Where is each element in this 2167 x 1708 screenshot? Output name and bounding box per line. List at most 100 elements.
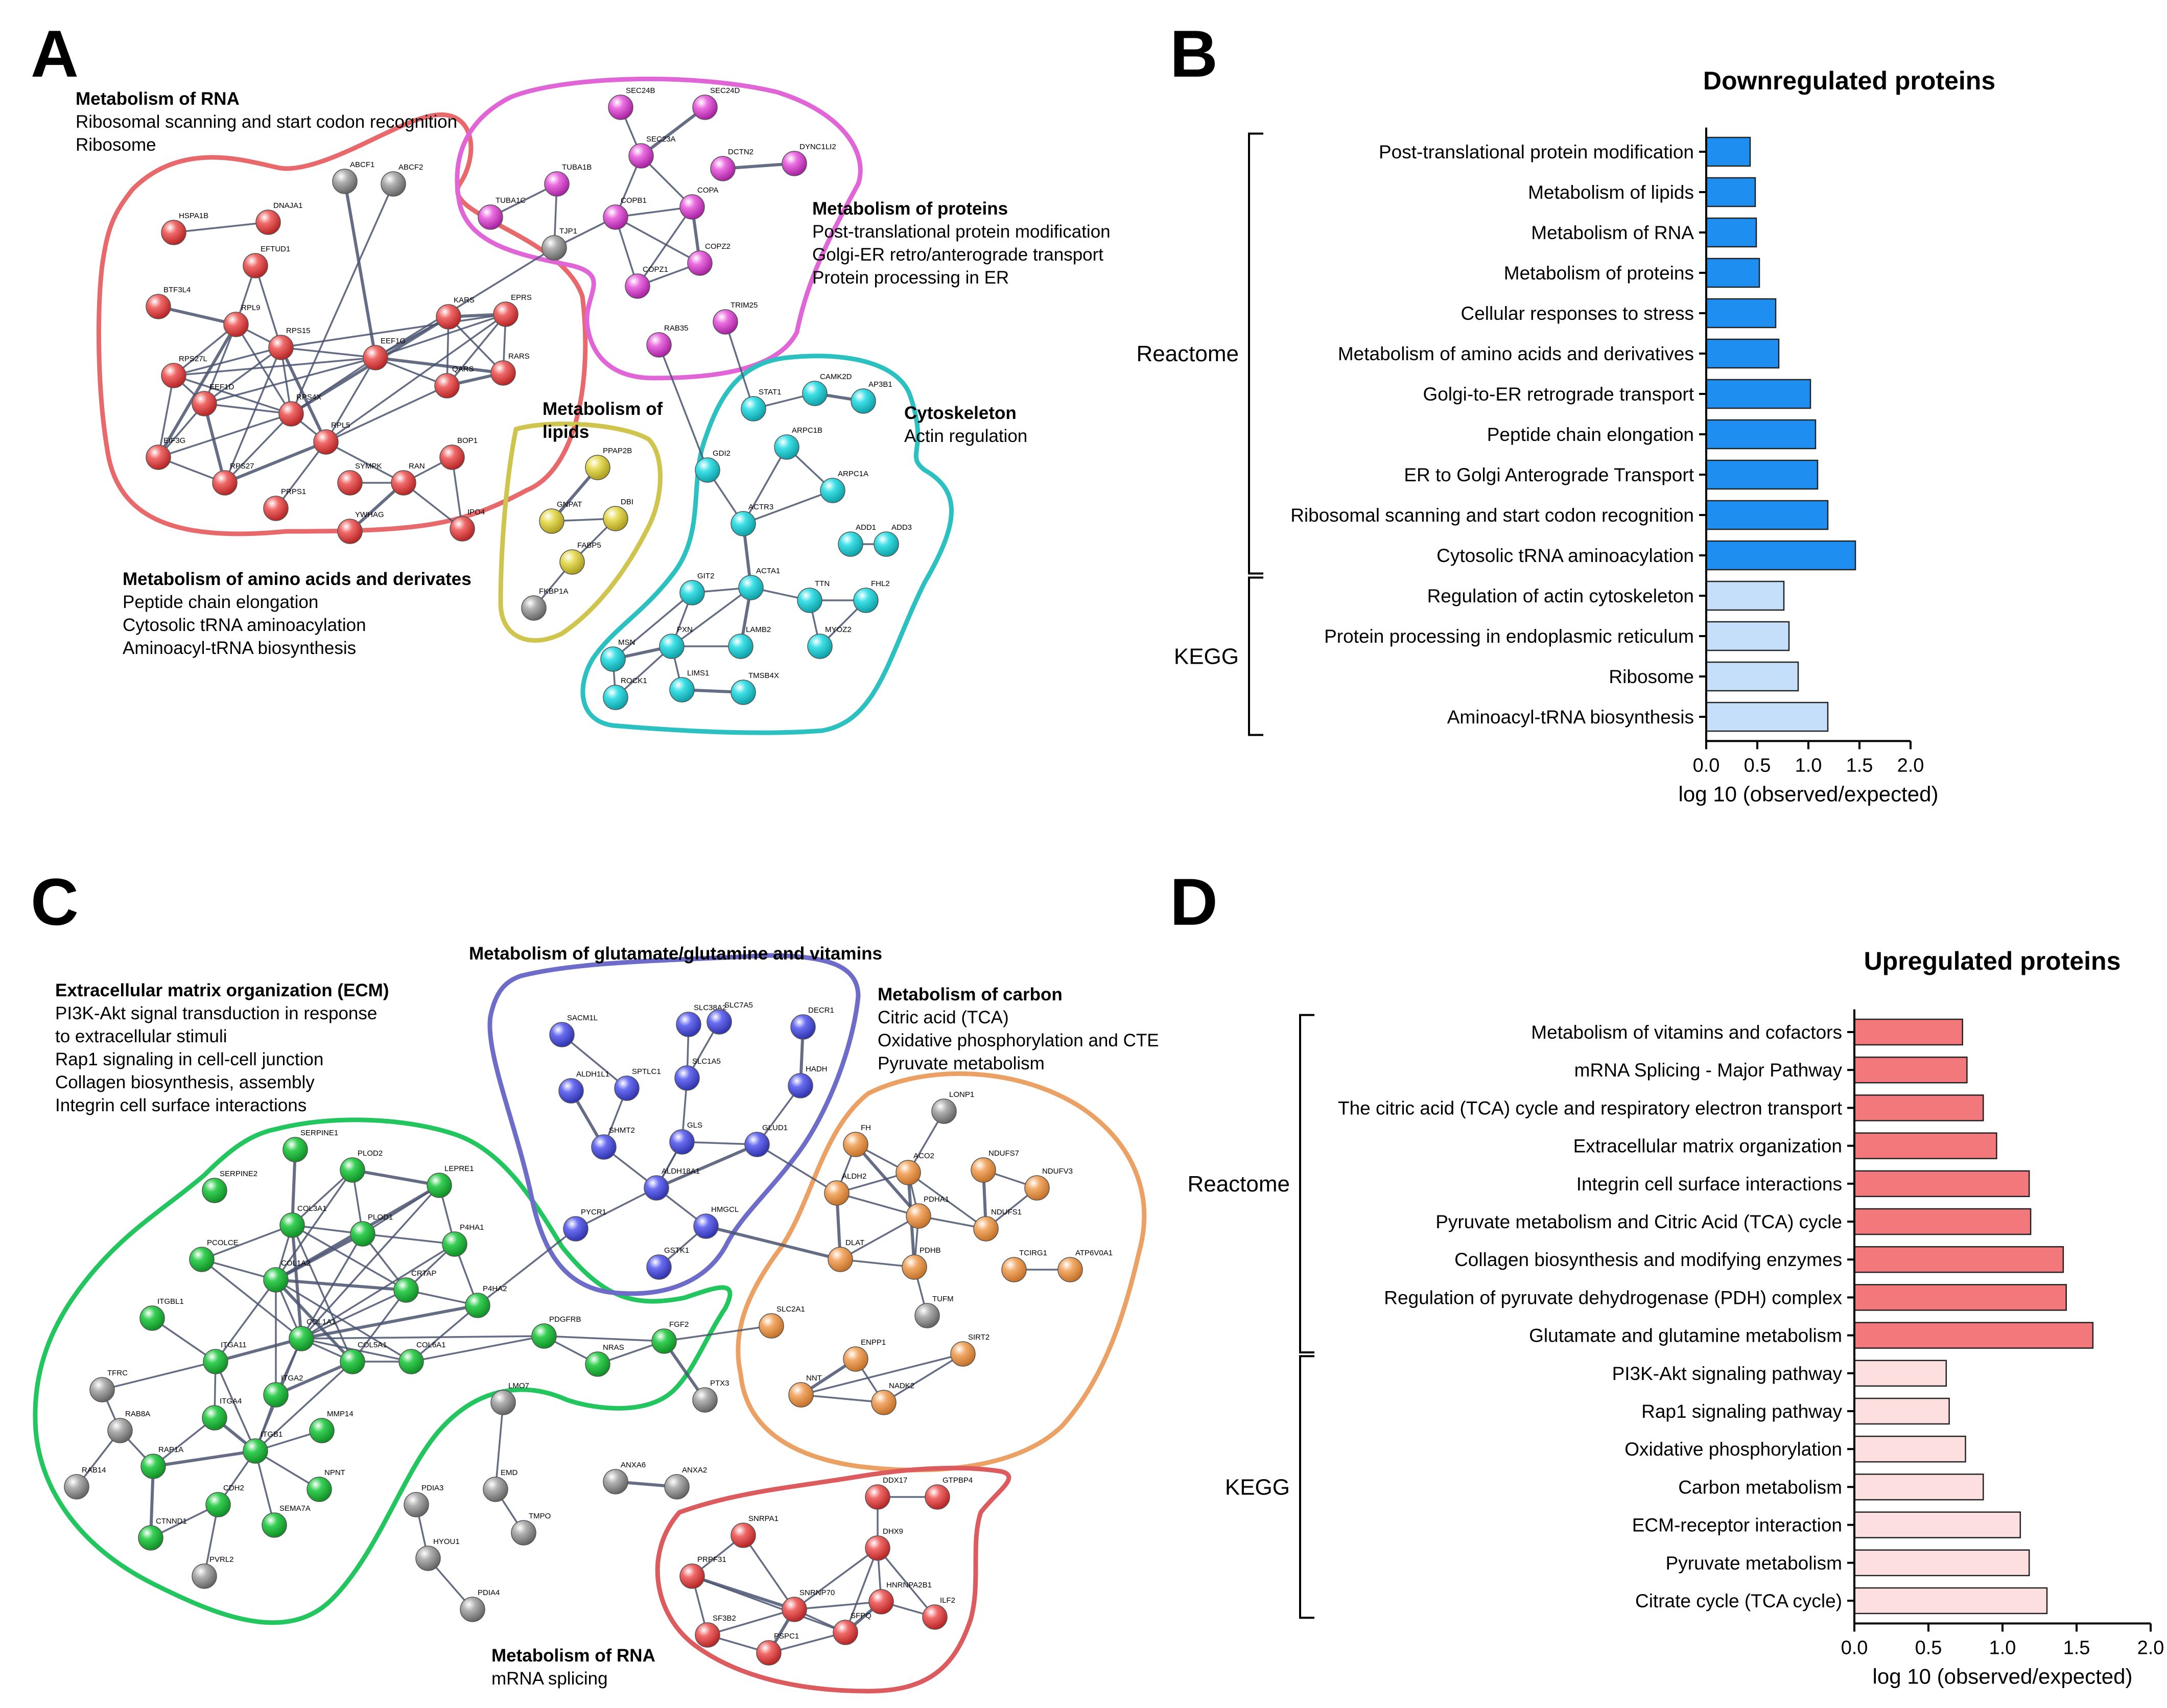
network-edge xyxy=(477,1228,577,1306)
node-label: SEMA7A xyxy=(279,1504,311,1513)
network-edge xyxy=(301,1289,407,1340)
node-label: ITGA4 xyxy=(220,1397,242,1406)
category-label: mRNA Splicing - Major Pathway xyxy=(1574,1060,1843,1081)
cluster-outline-proteins xyxy=(455,77,863,381)
category-label: Regulation of pyruvate dehydrogenase (PD… xyxy=(1384,1287,1842,1308)
node-label: TMPO xyxy=(529,1512,551,1520)
node-label: ACTR3 xyxy=(748,503,773,511)
node-label: P4HA2 xyxy=(483,1284,507,1293)
node-circle xyxy=(262,1512,287,1538)
cluster-c-ecm-title: Extracellular matrix organization (ECM) xyxy=(55,980,389,1000)
node-label: TUBA1B xyxy=(562,163,592,172)
network-node: COPZ2 xyxy=(687,242,731,276)
network-edge xyxy=(280,346,376,359)
network-node: PSPC1 xyxy=(756,1632,799,1666)
network-node: YWHAG xyxy=(337,510,384,544)
node-label: TJP1 xyxy=(559,227,577,236)
node-circle xyxy=(659,634,685,659)
node-label: SEC23A xyxy=(646,135,676,144)
node-circle xyxy=(189,1247,215,1272)
node-circle xyxy=(625,273,650,299)
node-label: RPS27L xyxy=(179,355,207,363)
node-label: NDUFV3 xyxy=(1042,1167,1073,1176)
network-node: RAB8A xyxy=(107,1410,150,1443)
bar xyxy=(1705,177,1756,207)
node-label: GSTK1 xyxy=(664,1246,689,1255)
node-circle xyxy=(282,1137,308,1162)
node-label: ATP6V0A1 xyxy=(1075,1249,1113,1257)
network-node: LEPRE1 xyxy=(427,1164,474,1198)
bar xyxy=(1853,1322,2094,1349)
network-edge xyxy=(325,385,447,443)
network-node: TUBA1C xyxy=(478,196,526,230)
bar xyxy=(1705,298,1777,329)
panel-letter-d: D xyxy=(1170,864,1218,939)
network-node: SLC7A5 xyxy=(706,1001,753,1035)
network-edge xyxy=(375,313,506,359)
network-node: SHMT2 xyxy=(591,1126,635,1160)
network-node: HNRNPA2B1 xyxy=(868,1581,932,1615)
network-node: COL1A1 xyxy=(289,1318,336,1351)
node-label: COL3A1 xyxy=(297,1204,327,1213)
network-node: RAN xyxy=(391,462,425,496)
network-edge xyxy=(254,1361,354,1452)
node-circle xyxy=(289,1326,314,1351)
network-node: ILF2 xyxy=(922,1596,955,1630)
network-node: PLOD1 xyxy=(350,1213,393,1247)
node-circle xyxy=(434,373,460,399)
category-label: ER to Golgi Anterograde Transport xyxy=(1404,464,1694,485)
node-label: YWHAG xyxy=(355,510,384,519)
node-label: PXN xyxy=(677,625,693,634)
node-label: LEPRE1 xyxy=(444,1164,474,1173)
network-node: ATP6V0A1 xyxy=(1057,1249,1113,1282)
network-edge xyxy=(201,1258,302,1340)
node-circle xyxy=(664,1474,690,1500)
node-circle xyxy=(644,1175,669,1201)
node-circle xyxy=(843,1132,868,1157)
bar xyxy=(1705,621,1790,651)
bar xyxy=(1853,1360,1947,1387)
network-node: GIT2 xyxy=(679,572,714,605)
network-edge xyxy=(173,375,292,415)
node-circle xyxy=(788,1382,814,1408)
node-circle xyxy=(89,1377,115,1402)
node-label: NPNT xyxy=(324,1468,345,1477)
node-circle xyxy=(833,1620,858,1645)
network-node: ROCK1 xyxy=(603,676,647,710)
network-node: PXN xyxy=(659,625,693,659)
cluster-c-ecm-line5: Integrin cell surface interactions xyxy=(55,1095,307,1115)
node-label: GDI2 xyxy=(713,449,731,458)
chart-title: Downregulated proteins xyxy=(1703,66,1995,95)
category-label: Oxidative phosphorylation xyxy=(1624,1439,1842,1460)
network-node: TUBA1B xyxy=(544,163,592,197)
node-label: STAT1 xyxy=(759,388,781,396)
node-circle xyxy=(669,677,695,703)
node-label: SACM1L xyxy=(567,1014,598,1022)
network-edge xyxy=(705,1225,841,1261)
x-tick-label: 1.5 xyxy=(2063,1637,2090,1659)
x-tick-label: 1.0 xyxy=(1795,755,1822,776)
network-node: ITGA2 xyxy=(263,1374,303,1408)
node-label: PYCR1 xyxy=(581,1208,606,1216)
bar xyxy=(1853,1473,1984,1501)
network-edge xyxy=(275,1360,354,1396)
bar xyxy=(1853,1094,1984,1121)
network-edge xyxy=(544,1335,665,1342)
network-edge xyxy=(362,1233,455,1245)
node-circle xyxy=(824,1180,850,1206)
network-node: ALDH1L1 xyxy=(558,1070,609,1104)
network-node: ENPP1 xyxy=(843,1338,886,1372)
node-label: FABP5 xyxy=(577,541,601,550)
panel-letter-c: C xyxy=(31,864,79,939)
node-label: MSN xyxy=(618,638,635,647)
node-circle xyxy=(868,1589,894,1615)
node-circle xyxy=(161,363,186,388)
node-circle xyxy=(679,194,705,220)
node-circle xyxy=(313,429,339,455)
node-circle xyxy=(693,1213,719,1239)
network-node: COL5A1 xyxy=(340,1341,387,1374)
node-circle xyxy=(687,250,713,276)
bar xyxy=(1705,701,1829,732)
bar xyxy=(1705,459,1819,490)
category-label: Pyruvate metabolism xyxy=(1666,1553,1842,1574)
